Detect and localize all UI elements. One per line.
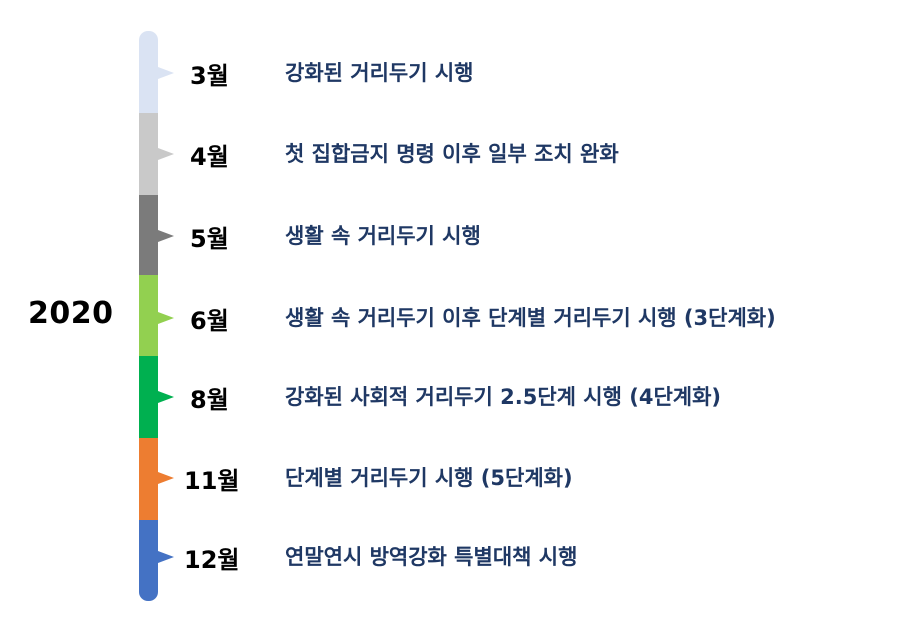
month-label-may: 5월 <box>190 225 229 253</box>
timeline-segment-nov <box>139 438 158 520</box>
arrow-marker-mar <box>158 67 174 79</box>
month-label-aug: 8월 <box>190 386 229 414</box>
event-text-nov: 단계별 거리두기 시행 (5단계화) <box>285 466 573 490</box>
timeline-segment-dec <box>139 520 158 601</box>
month-label-jun: 6월 <box>190 307 229 335</box>
event-text-jun: 생활 속 거리두기 이후 단계별 거리두기 시행 (3단계화) <box>285 306 776 330</box>
year-label: 2020 <box>28 296 114 331</box>
month-label-dec: 12월 <box>184 546 240 574</box>
event-text-dec: 연말연시 방역강화 특별대책 시행 <box>285 545 578 569</box>
timeline-segment-may <box>139 195 158 275</box>
event-text-mar: 강화된 거리두기 시행 <box>285 61 474 85</box>
arrow-marker-aug <box>158 391 174 403</box>
event-text-apr: 첫 집합금지 명령 이후 일부 조치 완화 <box>285 142 619 166</box>
arrow-marker-nov <box>158 472 174 484</box>
month-label-apr: 4월 <box>190 143 229 171</box>
arrow-marker-jun <box>158 312 174 324</box>
timeline-segment-mar <box>139 31 158 113</box>
arrow-marker-may <box>158 230 174 242</box>
arrow-marker-apr <box>158 148 174 160</box>
month-label-nov: 11월 <box>184 467 240 495</box>
timeline-segment-aug <box>139 356 158 438</box>
arrow-marker-dec <box>158 551 174 563</box>
timeline-segment-apr <box>139 113 158 195</box>
event-text-aug: 강화된 사회적 거리두기 2.5단계 시행 (4단계화) <box>285 385 722 409</box>
timeline-segment-jun <box>139 275 158 356</box>
month-label-mar: 3월 <box>190 62 229 90</box>
event-text-may: 생활 속 거리두기 시행 <box>285 224 481 248</box>
